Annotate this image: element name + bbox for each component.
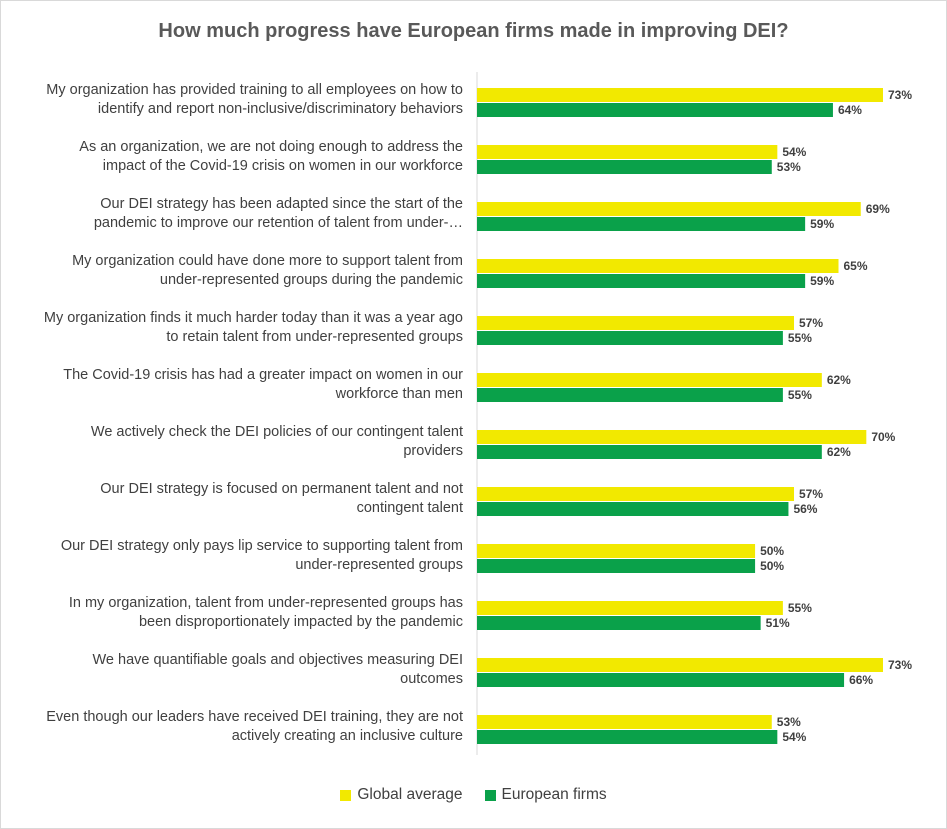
data-label-global: 55%: [788, 601, 812, 615]
legend-swatch-european: [484, 789, 496, 801]
bar-global: [477, 430, 867, 444]
data-label-european: 66%: [849, 673, 873, 687]
data-label-european: 62%: [827, 445, 851, 459]
bar-european: [477, 217, 806, 231]
data-label-global: 53%: [777, 715, 801, 729]
legend-item-european: European firms: [484, 786, 607, 804]
data-label-european: 55%: [788, 331, 812, 345]
data-label-global: 62%: [827, 373, 851, 387]
bar-european: [477, 445, 822, 459]
category-label-line: pandemic to improve our retention of tal…: [93, 215, 463, 231]
data-label-global: 57%: [799, 487, 823, 501]
bar-european: [477, 388, 783, 402]
bar-global: [477, 658, 883, 672]
category-label-line: actively creating an inclusive culture: [231, 728, 463, 744]
category-label-line: Our DEI strategy has been adapted since …: [100, 196, 463, 212]
category-label-line: providers: [403, 443, 463, 459]
bar-global: [477, 601, 783, 615]
category-label-line: Our DEI strategy is focused on permanent…: [100, 481, 463, 497]
category-label: Even though our leaders have received DE…: [8, 708, 463, 746]
category-label: Our DEI strategy has been adapted since …: [8, 195, 463, 233]
category-label-line: As an organization, we are not doing eno…: [79, 139, 463, 155]
bar-global: [477, 544, 756, 558]
data-label-european: 59%: [810, 274, 834, 288]
bar-global: [477, 88, 883, 102]
category-label: Our DEI strategy is focused on permanent…: [8, 480, 463, 518]
category-label: My organization could have done more to …: [8, 252, 463, 290]
chart-title: How much progress have European firms ma…: [158, 20, 789, 42]
chart-legend: Global average European firms: [0, 786, 947, 804]
data-label-global: 65%: [844, 259, 868, 273]
data-label-european: 59%: [810, 217, 834, 231]
bar-european: [477, 103, 833, 117]
category-label: The Covid-19 crisis has had a greater im…: [8, 366, 463, 404]
category-label-line: under-represented groups: [295, 557, 463, 573]
category-label-line: The Covid-19 crisis has had a greater im…: [63, 367, 463, 383]
data-label-european: 53%: [777, 160, 801, 174]
data-label-european: 51%: [766, 616, 790, 630]
category-label-line: In my organization, talent from under-re…: [68, 595, 463, 611]
category-label-line: identify and report non-inclusive/discri…: [97, 101, 463, 117]
data-label-european: 54%: [782, 730, 806, 744]
data-label-european: 64%: [838, 103, 862, 117]
category-label-line: My organization has provided training to…: [46, 82, 463, 98]
data-label-global: 73%: [888, 88, 912, 102]
legend-item-global: Global average: [340, 786, 463, 804]
data-label-global: 50%: [760, 544, 784, 558]
bar-european: [477, 331, 783, 345]
bar-global: [477, 202, 861, 216]
category-label-line: We actively check the DEI policies of ou…: [90, 424, 463, 440]
category-label-line: under-represented groups during the pand…: [159, 272, 463, 288]
legend-swatch-global: [340, 789, 352, 801]
data-label-european: 56%: [793, 502, 817, 516]
category-label: We have quantifiable goals and objective…: [8, 651, 463, 689]
category-label: In my organization, talent from under-re…: [8, 594, 463, 632]
category-label: Our DEI strategy only pays lip service t…: [8, 537, 463, 575]
category-label-line: We have quantifiable goals and objective…: [92, 652, 463, 668]
bar-global: [477, 316, 795, 330]
category-label-line: been disproportionately impacted by the …: [138, 614, 463, 630]
category-label-line: Our DEI strategy only pays lip service t…: [60, 538, 463, 554]
bar-global: [477, 373, 822, 387]
bar-european: [477, 160, 772, 174]
category-label-line: to retain talent from under-represented …: [166, 329, 463, 345]
category-label: We actively check the DEI policies of ou…: [8, 423, 463, 461]
data-label-european: 50%: [760, 559, 784, 573]
bar-european: [477, 502, 789, 516]
category-label: As an organization, we are not doing eno…: [8, 138, 463, 176]
bar-european: [477, 730, 778, 744]
bar-european: [477, 673, 845, 687]
bar-global: [477, 715, 772, 729]
data-label-european: 55%: [788, 388, 812, 402]
category-label: My organization has provided training to…: [8, 81, 463, 119]
data-label-global: 54%: [782, 145, 806, 159]
legend-label-european: European firms: [501, 786, 607, 803]
bar-global: [477, 487, 795, 501]
bar-european: [477, 274, 806, 288]
bar-european: [477, 616, 761, 630]
data-label-global: 57%: [799, 316, 823, 330]
category-label-line: outcomes: [400, 671, 463, 687]
data-label-global: 73%: [888, 658, 912, 672]
category-label-line: My organization could have done more to …: [72, 253, 463, 269]
legend-label-global: Global average: [357, 786, 463, 803]
category-label-line: Even though our leaders have received DE…: [46, 709, 463, 725]
category-label-line: My organization finds it much harder tod…: [43, 310, 463, 326]
data-label-global: 70%: [871, 430, 895, 444]
category-label-line: contingent talent: [356, 500, 463, 516]
bar-european: [477, 559, 756, 573]
bar-global: [477, 259, 839, 273]
data-label-global: 69%: [866, 202, 890, 216]
bar-global: [477, 145, 778, 159]
category-label-line: impact of the Covid-19 crisis on women i…: [102, 158, 463, 174]
category-label-line: workforce than men: [335, 386, 463, 402]
category-label: My organization finds it much harder tod…: [8, 309, 463, 347]
